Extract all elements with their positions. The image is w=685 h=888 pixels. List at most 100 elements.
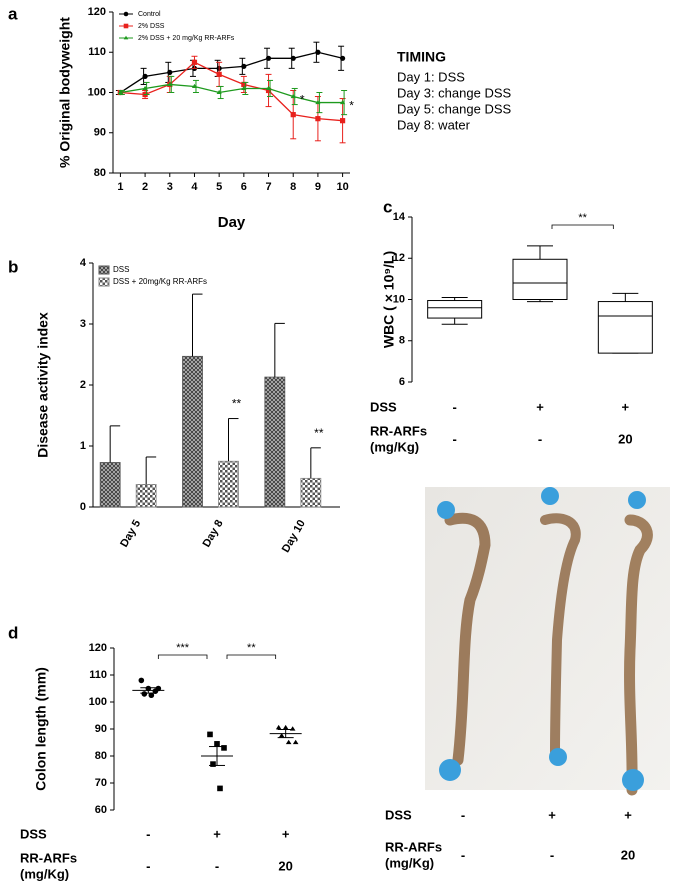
x-tick-label: Day 8 xyxy=(201,518,226,549)
x-tick-label: 10 xyxy=(336,181,348,193)
significance-label: ** xyxy=(578,212,587,224)
condition-label: (mg/Kg) xyxy=(370,439,419,454)
significance-bracket xyxy=(551,224,614,229)
timing-line: Day 5: change DSS xyxy=(397,101,512,116)
y-axis-label: Disease activity index xyxy=(35,312,51,458)
y-tick-label: 110 xyxy=(88,46,106,58)
photo xyxy=(425,487,670,796)
marker xyxy=(191,83,198,89)
condition-value: - xyxy=(461,847,465,862)
x-tick-label: Day 5 xyxy=(118,518,143,549)
box xyxy=(597,301,653,354)
x-tick-label: 5 xyxy=(216,181,222,193)
condition-value: 20 xyxy=(278,858,292,873)
condition-value: + xyxy=(282,826,290,841)
panel-label: a xyxy=(8,4,18,23)
marker xyxy=(339,118,346,124)
condition-label: DSS xyxy=(385,807,412,822)
y-tick-label: 4 xyxy=(80,257,87,269)
timing-title: TIMING xyxy=(397,49,446,65)
condition-value: - xyxy=(146,826,150,841)
y-tick-label: 14 xyxy=(393,211,406,223)
x-tick-label: 8 xyxy=(290,181,296,193)
series-line xyxy=(120,51,343,94)
marker xyxy=(241,85,247,91)
x-tick-label: 9 xyxy=(315,181,321,193)
marker xyxy=(216,89,222,95)
marker xyxy=(123,35,129,40)
y-tick-label: 1 xyxy=(80,440,86,452)
condition-label: (mg/Kg) xyxy=(20,866,69,881)
marker xyxy=(290,55,296,61)
box xyxy=(512,258,568,300)
condition-label: DSS xyxy=(370,399,397,414)
condition-label: DSS xyxy=(20,826,47,841)
marker xyxy=(117,89,124,95)
marker xyxy=(148,692,155,699)
x-tick-label: 3 xyxy=(167,181,173,193)
y-tick-label: 3 xyxy=(80,318,86,330)
y-tick-label: 0 xyxy=(80,501,86,513)
annotation: ** xyxy=(314,426,324,440)
marker xyxy=(142,73,148,79)
legend-label: 2% DSS + 20 mg/Kg RR-ARFs xyxy=(138,35,235,42)
marker xyxy=(123,23,129,29)
marker xyxy=(217,785,223,792)
marker xyxy=(191,59,198,65)
legend-label: Control xyxy=(138,11,161,18)
x-tick-label: 4 xyxy=(191,181,198,193)
annotation: * xyxy=(349,99,354,113)
y-tick-label: 120 xyxy=(88,6,106,18)
marker xyxy=(339,99,346,105)
condition-value: + xyxy=(624,807,632,822)
marker xyxy=(142,85,148,91)
marker xyxy=(167,69,173,75)
condition-value: + xyxy=(622,399,630,414)
bar xyxy=(182,355,203,508)
bar xyxy=(99,462,121,508)
condition-label: (mg/Kg) xyxy=(385,855,434,870)
annotation: ** xyxy=(232,397,242,411)
timing-line: Day 3: change DSS xyxy=(397,85,512,100)
marker xyxy=(138,677,145,684)
legend-label: 2% DSS xyxy=(138,23,165,30)
condition-label: RR-ARFs xyxy=(370,423,427,438)
condition-label: RR-ARFs xyxy=(20,850,77,865)
marker xyxy=(290,93,296,99)
timing-line: Day 1: DSS xyxy=(397,69,465,84)
y-tick-label: 100 xyxy=(89,696,107,708)
bar xyxy=(135,484,157,508)
series-line xyxy=(120,83,343,104)
x-tick-label: 1 xyxy=(117,181,123,193)
condition-value: 20 xyxy=(621,847,635,862)
y-tick-label: 110 xyxy=(89,669,107,681)
y-tick-label: 80 xyxy=(94,167,106,179)
y-tick-label: 6 xyxy=(399,376,405,388)
condition-value: + xyxy=(213,826,221,841)
marker xyxy=(275,724,282,730)
condition-value: + xyxy=(548,807,556,822)
y-tick-label: 80 xyxy=(95,750,107,762)
marker xyxy=(210,761,216,767)
box xyxy=(427,300,483,319)
marker xyxy=(241,81,247,88)
significance-label: ** xyxy=(247,642,256,654)
marker xyxy=(167,81,173,87)
marker xyxy=(216,71,222,77)
marker xyxy=(292,739,299,745)
condition-label: RR-ARFs xyxy=(385,839,442,854)
x-tick-label: 2 xyxy=(142,181,148,193)
significance-label: *** xyxy=(176,642,190,654)
condition-value: - xyxy=(215,858,219,873)
marker xyxy=(123,11,129,17)
bar xyxy=(300,477,322,508)
significance-bracket xyxy=(157,654,208,659)
panel-label: d xyxy=(8,623,18,642)
panel-label: b xyxy=(8,257,18,276)
y-tick-label: 2 xyxy=(80,379,86,391)
marker xyxy=(265,85,272,91)
marker xyxy=(315,49,321,55)
legend-label: DSS + 20mg/Kg RR-ARFs xyxy=(113,277,207,286)
y-tick-label: 120 xyxy=(89,642,107,654)
legend-swatch xyxy=(98,277,110,287)
